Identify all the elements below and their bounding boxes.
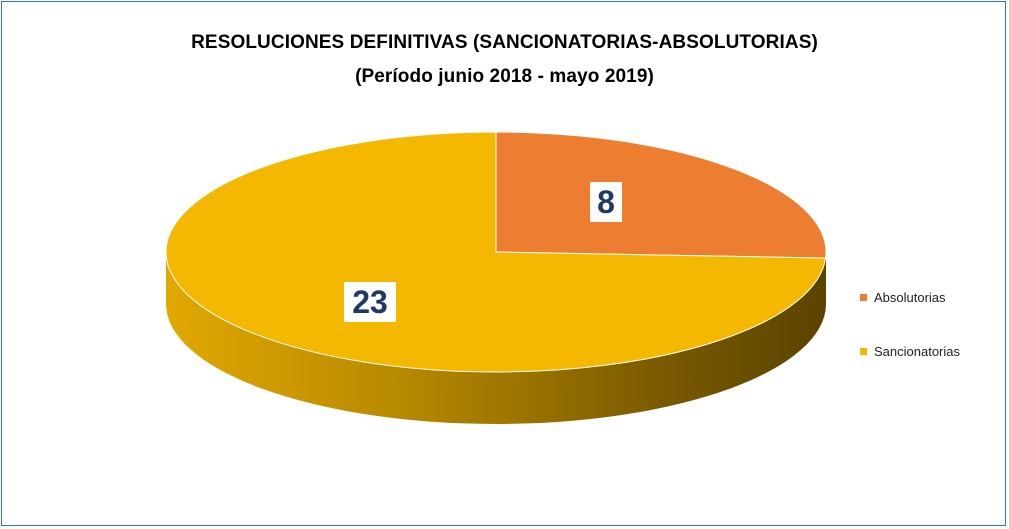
pie-side-wall [166, 252, 826, 424]
legend-item-sancionatorias: Sancionatorias [860, 344, 960, 359]
data-label-box-absolutorias [590, 182, 622, 222]
chart-subtitle: (Período junio 2018 - mayo 2019) [355, 66, 654, 87]
data-label-absolutorias: 8 [597, 184, 615, 220]
legend-item-absolutorias: Absolutorias [860, 290, 946, 305]
data-label-box-sancionatorias [344, 282, 396, 322]
legend-swatch-sancionatorias [860, 348, 867, 355]
chart-title-line: RESOLUCIONES DEFINITIVAS (SANCIONATORIAS… [191, 32, 818, 53]
pie-slice-sancionatorias [165, 131, 827, 373]
data-label-sancionatorias: 23 [352, 284, 388, 320]
legend-label-absolutorias: Absolutorias [874, 290, 946, 305]
legend-label-sancionatorias: Sancionatorias [874, 344, 960, 359]
chart-title: RESOLUCIONES DEFINITIVAS (SANCIONATORIAS… [2, 26, 1007, 94]
pie-slice-absolutorias [495, 131, 827, 259]
legend-swatch-absolutorias [860, 294, 867, 301]
